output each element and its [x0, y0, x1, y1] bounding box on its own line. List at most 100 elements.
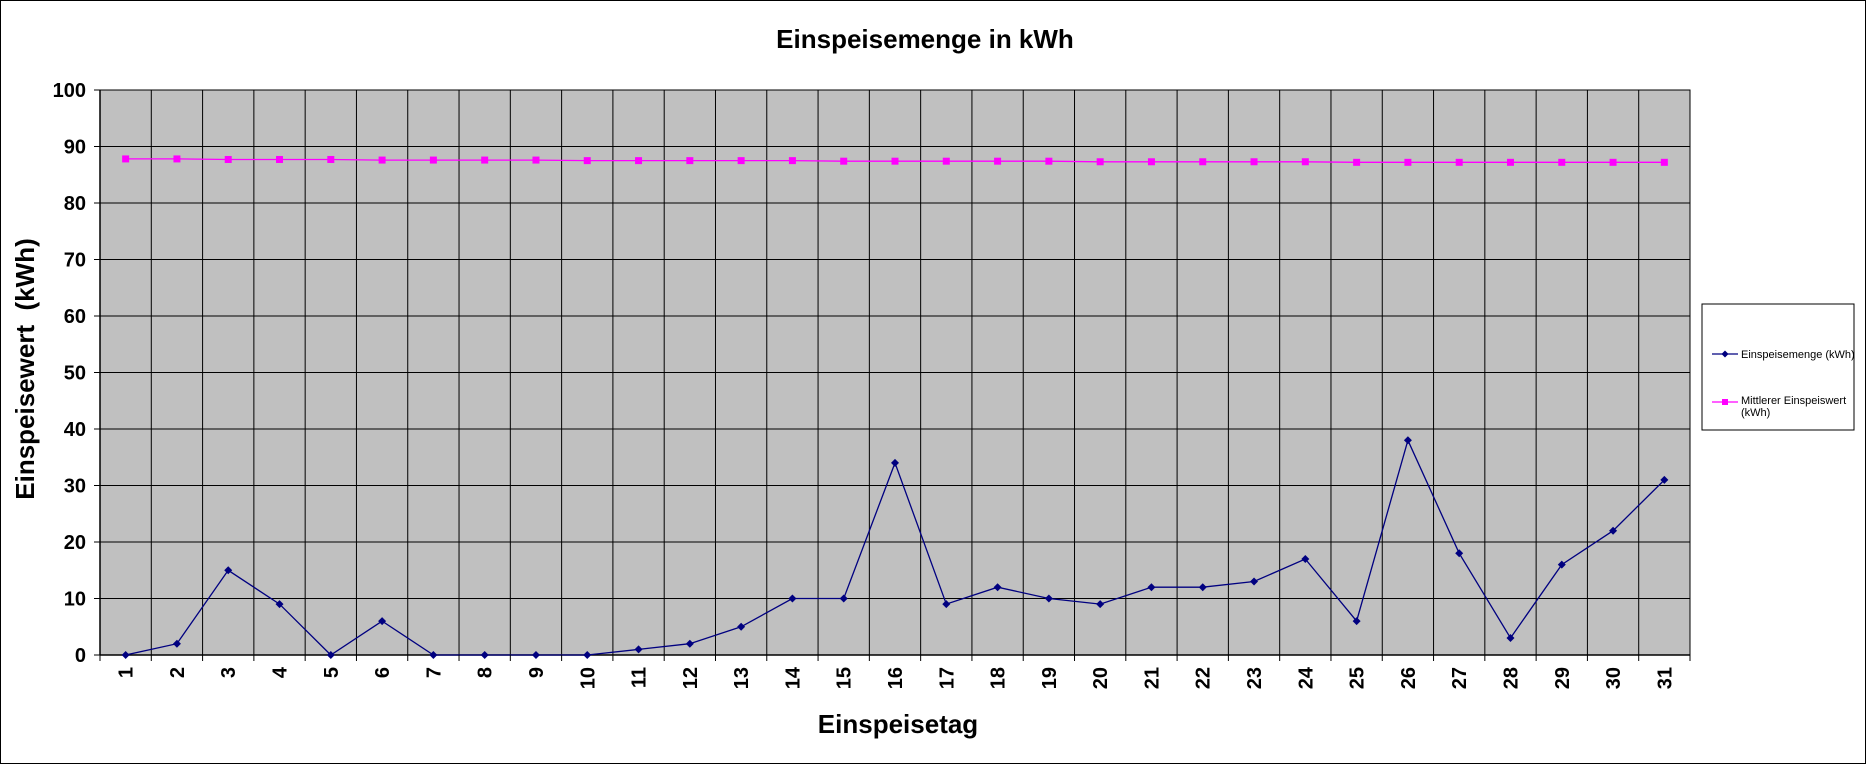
- data-point: [1609, 526, 1618, 535]
- data-point: [942, 600, 951, 609]
- data-point: [480, 651, 489, 659]
- y-axis-ticks: 0 10 20 30 40 50 60 70 80 90 100: [53, 80, 100, 667]
- x-tick-label: 18: [988, 667, 1010, 689]
- data-point: [994, 157, 1002, 165]
- y-tick-label: 90: [64, 137, 86, 159]
- x-tick-label: 4: [270, 666, 292, 678]
- data-point: [993, 583, 1002, 592]
- data-point: [891, 157, 899, 165]
- y-tick-label: 0: [75, 645, 86, 667]
- y-tick-label: 10: [64, 589, 86, 611]
- y-tick-label: 70: [64, 250, 86, 272]
- x-tick-label: 6: [372, 667, 394, 678]
- x-tick-label: 28: [1500, 667, 1522, 689]
- y-tick-label: 50: [64, 363, 86, 385]
- data-point: [224, 566, 233, 575]
- data-point: [737, 622, 746, 631]
- data-point: [1404, 158, 1412, 166]
- data-point: [685, 639, 694, 648]
- x-tick-label: 15: [834, 667, 856, 689]
- data-point: [737, 157, 745, 165]
- x-tick-label: 9: [526, 667, 548, 678]
- data-point: [686, 157, 694, 165]
- x-tick-label: 5: [321, 667, 343, 678]
- data-point: [788, 594, 797, 603]
- data-point: [1403, 436, 1412, 445]
- data-point: [1301, 158, 1309, 166]
- legend-swatch-marker: [1721, 350, 1729, 358]
- data-point: [1147, 583, 1156, 592]
- data-point: [531, 651, 540, 659]
- y-tick-label: 20: [64, 532, 86, 554]
- x-tick-label: 26: [1398, 667, 1420, 689]
- x-tick-label: 20: [1090, 667, 1112, 689]
- x-tick-label: 17: [936, 667, 958, 689]
- data-point: [173, 155, 181, 163]
- legend: Einspeisemenge (kWh) Mittlerer Einspeiswe…: [1701, 303, 1855, 431]
- y-tick-label: 30: [64, 476, 86, 498]
- x-tick-label: 3: [218, 667, 240, 678]
- data-point: [1609, 158, 1617, 166]
- data-point: [942, 157, 950, 165]
- x-tick-label: 11: [629, 667, 651, 688]
- x-tick-label: 14: [782, 666, 804, 689]
- x-tick-label: 31: [1654, 667, 1676, 689]
- x-axis-title: Einspeisetag: [818, 709, 978, 739]
- data-point: [1506, 634, 1515, 643]
- data-point: [481, 156, 489, 164]
- data-point: [583, 157, 591, 165]
- legend-swatch-marker: [1722, 399, 1728, 405]
- legend-label: Mittlerer Einspeiswert (kWh): [1741, 395, 1846, 419]
- data-point: [532, 156, 540, 164]
- data-point: [1096, 600, 1105, 609]
- chart-title: Einspeisemenge in kWh: [776, 24, 1074, 54]
- x-tick-label: 10: [577, 667, 599, 689]
- data-point: [378, 156, 386, 164]
- legend-label: Einspeisemenge (kWh): [1741, 349, 1855, 361]
- x-tick-label: 23: [1244, 667, 1266, 689]
- data-point: [122, 155, 130, 163]
- x-tick-label: 2: [167, 667, 189, 678]
- data-point: [634, 645, 643, 654]
- x-tick-label: 1: [116, 667, 138, 678]
- data-point: [1506, 158, 1514, 166]
- x-tick-label: 8: [475, 667, 497, 678]
- legend-box: [1701, 303, 1855, 431]
- data-point: [275, 600, 284, 609]
- data-point: [1455, 158, 1463, 166]
- x-tick-label: 12: [680, 667, 702, 689]
- x-tick-label: 7: [423, 667, 445, 678]
- x-tick-label: 24: [1295, 666, 1317, 689]
- data-point: [840, 157, 848, 165]
- data-point: [1147, 158, 1155, 166]
- x-tick-label: 22: [1193, 667, 1215, 689]
- series-2: [122, 155, 1668, 166]
- y-tick-label: 100: [53, 80, 86, 102]
- x-tick-label: 21: [1141, 667, 1163, 689]
- x-tick-label: 13: [731, 667, 753, 689]
- x-tick-label: 29: [1552, 667, 1574, 689]
- x-tick-label: 16: [885, 667, 907, 689]
- y-tick-label: 40: [64, 419, 86, 441]
- data-point: [224, 155, 232, 163]
- data-point: [635, 157, 643, 165]
- data-point: [1198, 583, 1207, 592]
- data-point: [891, 458, 899, 467]
- series-1: [121, 436, 1669, 659]
- data-point: [326, 651, 335, 659]
- data-point: [1352, 617, 1361, 626]
- data-point: [1045, 157, 1053, 165]
- data-point: [1353, 158, 1361, 166]
- data-point: [1199, 158, 1207, 166]
- data-point: [839, 594, 848, 603]
- x-tick-label: 19: [1039, 667, 1061, 689]
- data-point: [788, 157, 796, 165]
- data-point: [1301, 554, 1310, 563]
- x-axis-ticks: 1 2 3 4 5 6 7 8 9 10 11 12 13 14 15 16 17 18 19 20 21 22 23 24 2…: [99, 655, 1691, 689]
- data-point: [1096, 158, 1104, 166]
- x-tick-label: 25: [1347, 667, 1369, 689]
- data-point: [276, 155, 284, 163]
- data-point: [1455, 549, 1464, 558]
